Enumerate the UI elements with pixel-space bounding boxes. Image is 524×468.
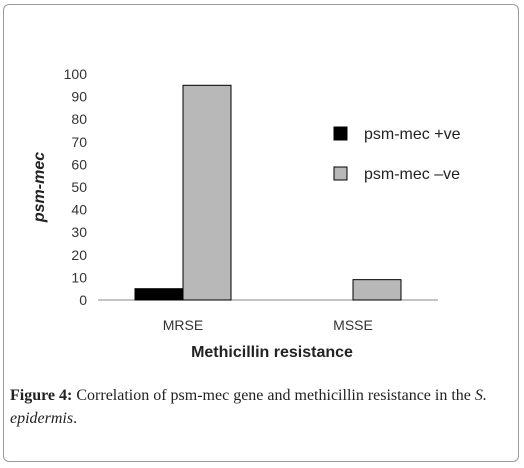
y-axis-title: psm-mec: [31, 152, 48, 223]
y-tick-label: 30: [71, 224, 87, 240]
bar-chart: 0 10 20 30 40 50 60 70 80 90 100 MRSE MSSE Methicil…: [31, 66, 461, 361]
legend-label: psm-mec –ve: [364, 166, 460, 183]
legend-swatch: [333, 166, 348, 181]
x-axis-tick-labels: MRSE MSSE: [163, 317, 373, 333]
caption-text: Correlation of psm-mec gene and methicil…: [72, 387, 475, 404]
legend-swatch: [333, 126, 348, 141]
x-axis-title: Methicillin resistance: [191, 344, 353, 361]
x-tick-label: MRSE: [163, 317, 203, 333]
y-tick-label: 90: [71, 89, 87, 105]
bars: [134, 84, 402, 301]
caption-figure-label: Figure 4:: [10, 387, 73, 404]
y-tick-label: 80: [71, 111, 87, 127]
caption-species: S. epidermis: [10, 387, 487, 427]
y-tick-label: 70: [71, 134, 87, 150]
figure-frame: [3, 4, 519, 462]
x-tick-label: MSSE: [333, 317, 373, 333]
y-tick-label: 100: [64, 66, 88, 82]
bar-msse-series-1: [352, 279, 402, 301]
bar-mrse-series-0: [134, 288, 184, 301]
y-tick-label: 60: [71, 156, 87, 172]
y-tick-label: 0: [79, 292, 87, 308]
y-tick-label: 10: [71, 269, 87, 285]
y-axis-ticks: 0 10 20 30 40 50 60 70 80 90 100: [64, 66, 88, 308]
legend: psm-mec +ve psm-mec –ve: [333, 126, 461, 183]
y-tick-label: 20: [71, 247, 87, 263]
y-tick-label: 50: [71, 179, 87, 195]
figure-caption: Figure 4: Correlation of psm-mec gene an…: [10, 384, 510, 430]
legend-label: psm-mec +ve: [364, 126, 461, 143]
bar-mrse-series-1: [182, 84, 232, 301]
y-tick-label: 40: [71, 202, 87, 218]
caption-end: .: [73, 410, 78, 427]
